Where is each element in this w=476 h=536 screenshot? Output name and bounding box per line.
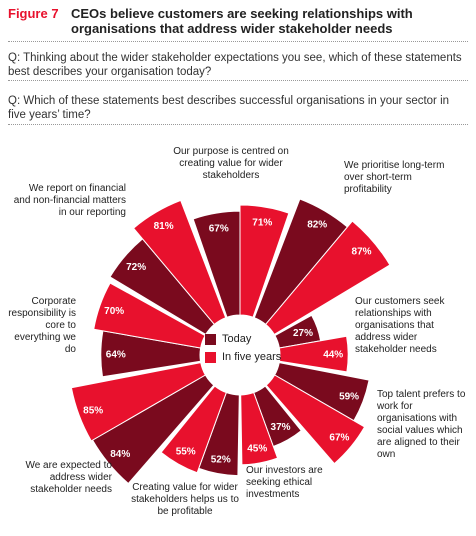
category-label: Creating value for wider stakeholders he…	[131, 482, 239, 517]
category-label: Top talent prefers to work for organisat…	[377, 389, 466, 460]
value-label-five-years: 71%	[252, 217, 272, 228]
figure-label: Figure 7	[8, 6, 59, 21]
category-label: We are expected to address wider stakeho…	[25, 460, 112, 495]
category-label: Corporate responsibility is core to ever…	[8, 296, 76, 355]
legend-label-five-years: In five years	[222, 351, 282, 363]
category-label: Our customers seek relationships with or…	[355, 296, 445, 355]
legend-item-today: Today	[205, 332, 281, 346]
value-label-today: 84%	[110, 449, 130, 460]
value-label-five-years: 44%	[323, 350, 343, 361]
value-label-today: 72%	[126, 262, 146, 273]
category-label: Our purpose is centred on creating value…	[173, 146, 289, 181]
chart-hub	[200, 315, 280, 395]
divider	[8, 41, 468, 42]
value-label-today: 82%	[307, 219, 327, 230]
legend-label-today: Today	[222, 333, 252, 345]
value-label-today: 27%	[293, 328, 313, 339]
category-label: Our investors are seeking ethical invest…	[246, 465, 323, 500]
category-label: We prioritise long-term over short-term …	[344, 160, 445, 195]
legend-swatch-today	[205, 333, 216, 345]
chart-legend: Today In five years	[205, 332, 281, 368]
value-label-five-years: 70%	[104, 306, 124, 317]
value-label-five-years: 87%	[352, 247, 372, 258]
value-label-today: 37%	[271, 422, 291, 433]
value-label-five-years: 55%	[176, 446, 196, 457]
question-2: Q: Which of these statements best descri…	[8, 95, 450, 121]
value-label-today: 64%	[106, 349, 126, 360]
value-label-today: 59%	[339, 391, 359, 402]
legend-item-five-years: In five years	[205, 350, 281, 364]
divider	[8, 124, 468, 125]
legend-swatch-five-years	[205, 351, 216, 363]
value-label-five-years: 85%	[83, 405, 103, 416]
value-label-five-years: 45%	[247, 444, 267, 455]
value-label-five-years: 67%	[329, 432, 349, 443]
figure-title: CEOs believe customers are seeking relat…	[71, 6, 413, 36]
divider	[8, 80, 468, 81]
question-1: Q: Thinking about the wider stakeholder …	[8, 52, 462, 78]
value-label-today: 52%	[211, 454, 231, 465]
value-label-today: 67%	[209, 223, 229, 234]
category-label: We report on financial and non-financial…	[13, 183, 126, 218]
value-label-five-years: 81%	[154, 221, 174, 232]
